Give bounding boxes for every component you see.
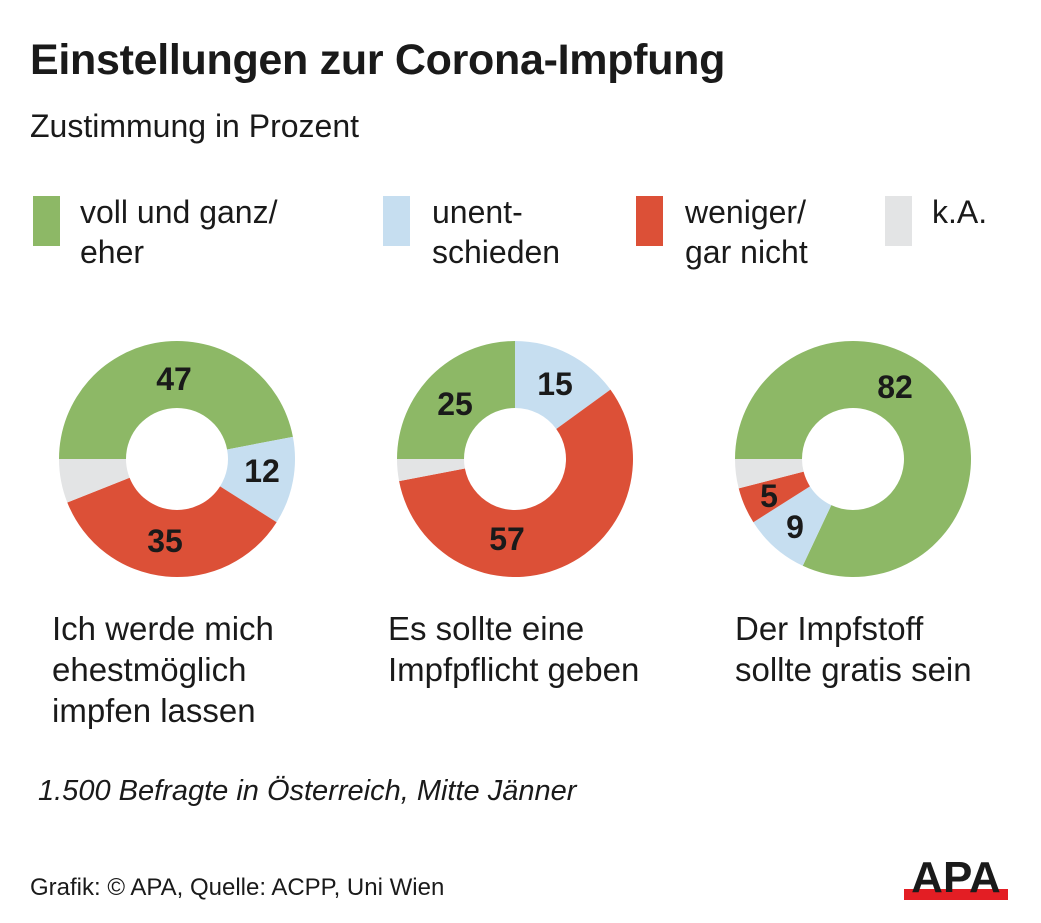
donut-3-segment-agree xyxy=(735,341,972,578)
donut-2-label-agree: 25 xyxy=(437,386,473,422)
donut-1-segment-agree xyxy=(59,341,293,459)
donut-caption-3: Der Impfstoff sollte gratis sein xyxy=(735,610,972,688)
survey-note: 1.500 Befragte in Österreich, Mitte Jänn… xyxy=(38,775,577,807)
donut-1-segment-disagree xyxy=(67,477,277,577)
donut-3-segment-undecided xyxy=(753,486,832,566)
donut-1-segment-no-answer xyxy=(59,459,130,503)
donut-caption-2: Es sollte eine Impfpflicht geben xyxy=(388,610,640,688)
legend-swatch-grey xyxy=(885,196,912,246)
donut-1-label-agree: 47 xyxy=(156,361,192,397)
legend-label-no-answer: k.A. xyxy=(932,194,988,230)
legend-label-undecided: unent- schieden xyxy=(432,194,561,270)
donut-3-label-agree: 82 xyxy=(877,369,913,405)
chart-title: Einstellungen zur Corona-Impfung xyxy=(30,36,726,84)
donut-caption-1: Ich werde mich ehestmöglich impfen lasse… xyxy=(52,610,274,729)
source-credit: Grafik: © APA, Quelle: ACPP, Uni Wien xyxy=(30,874,445,901)
donut-2-segment-agree xyxy=(397,341,515,459)
donut-2-label-undecided: 15 xyxy=(537,366,573,402)
legend-swatch-red xyxy=(636,196,663,246)
donut-2-segment-disagree xyxy=(399,389,634,577)
donut-2-label-disagree: 57 xyxy=(489,521,525,557)
donut-1-label-undecided: 12 xyxy=(244,453,280,489)
legend-swatch-green xyxy=(33,196,60,246)
donut-3-label-disagree: 5 xyxy=(760,478,778,514)
svg-text:APA: APA xyxy=(911,855,1001,902)
donut-2-segment-no-answer xyxy=(397,459,465,482)
chart-subtitle: Zustimmung in Prozent xyxy=(30,108,360,144)
donut-1-segment-undecided xyxy=(220,436,295,523)
legend-swatch-blue xyxy=(383,196,410,246)
donut-1-label-disagree: 35 xyxy=(147,523,183,559)
donut-3-segment-disagree xyxy=(738,471,810,523)
donut-3-segment-no-answer xyxy=(735,459,804,489)
apa-logo: APA xyxy=(904,855,1008,902)
donut-3-label-undecided: 9 xyxy=(786,509,804,545)
donut-2-segment-undecided xyxy=(515,341,611,430)
legend-label-disagree: weniger/ gar nicht xyxy=(685,194,808,270)
legend-label-agree: voll und ganz/ eher xyxy=(80,194,278,270)
